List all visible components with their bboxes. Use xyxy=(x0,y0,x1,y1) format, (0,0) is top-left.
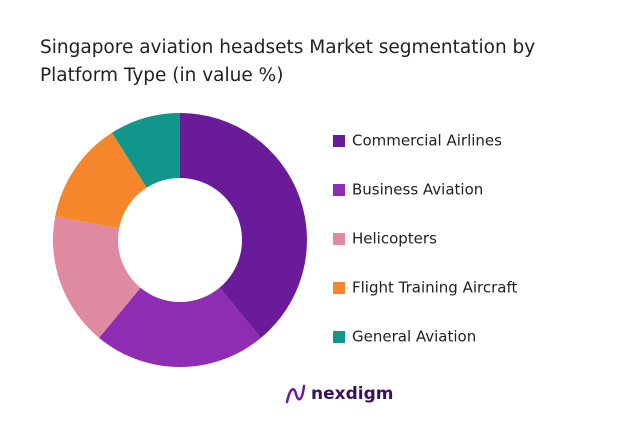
logo-icon xyxy=(285,384,306,404)
donut-slice xyxy=(55,132,147,229)
legend-marker xyxy=(333,331,345,343)
legend-label: General Aviation xyxy=(352,328,476,346)
legend-marker xyxy=(333,282,345,294)
chart-title: Singapore aviation headsets Market segme… xyxy=(40,37,536,86)
logo-text: nexdigm xyxy=(311,384,393,404)
donut-slice xyxy=(111,113,180,188)
donut-slice xyxy=(99,287,261,368)
legend-label: Business Aviation xyxy=(352,181,483,199)
legend-label: Flight Training Aircraft xyxy=(352,279,517,297)
legend-marker xyxy=(333,184,345,196)
legend-label: Helicopters xyxy=(352,230,437,248)
logo: nexdigm xyxy=(285,384,393,404)
legend-marker xyxy=(333,233,345,245)
donut-slice xyxy=(53,216,141,338)
legend-marker xyxy=(333,135,345,147)
legend-label: Commercial Airlines xyxy=(352,132,502,150)
donut-slice xyxy=(180,113,307,338)
